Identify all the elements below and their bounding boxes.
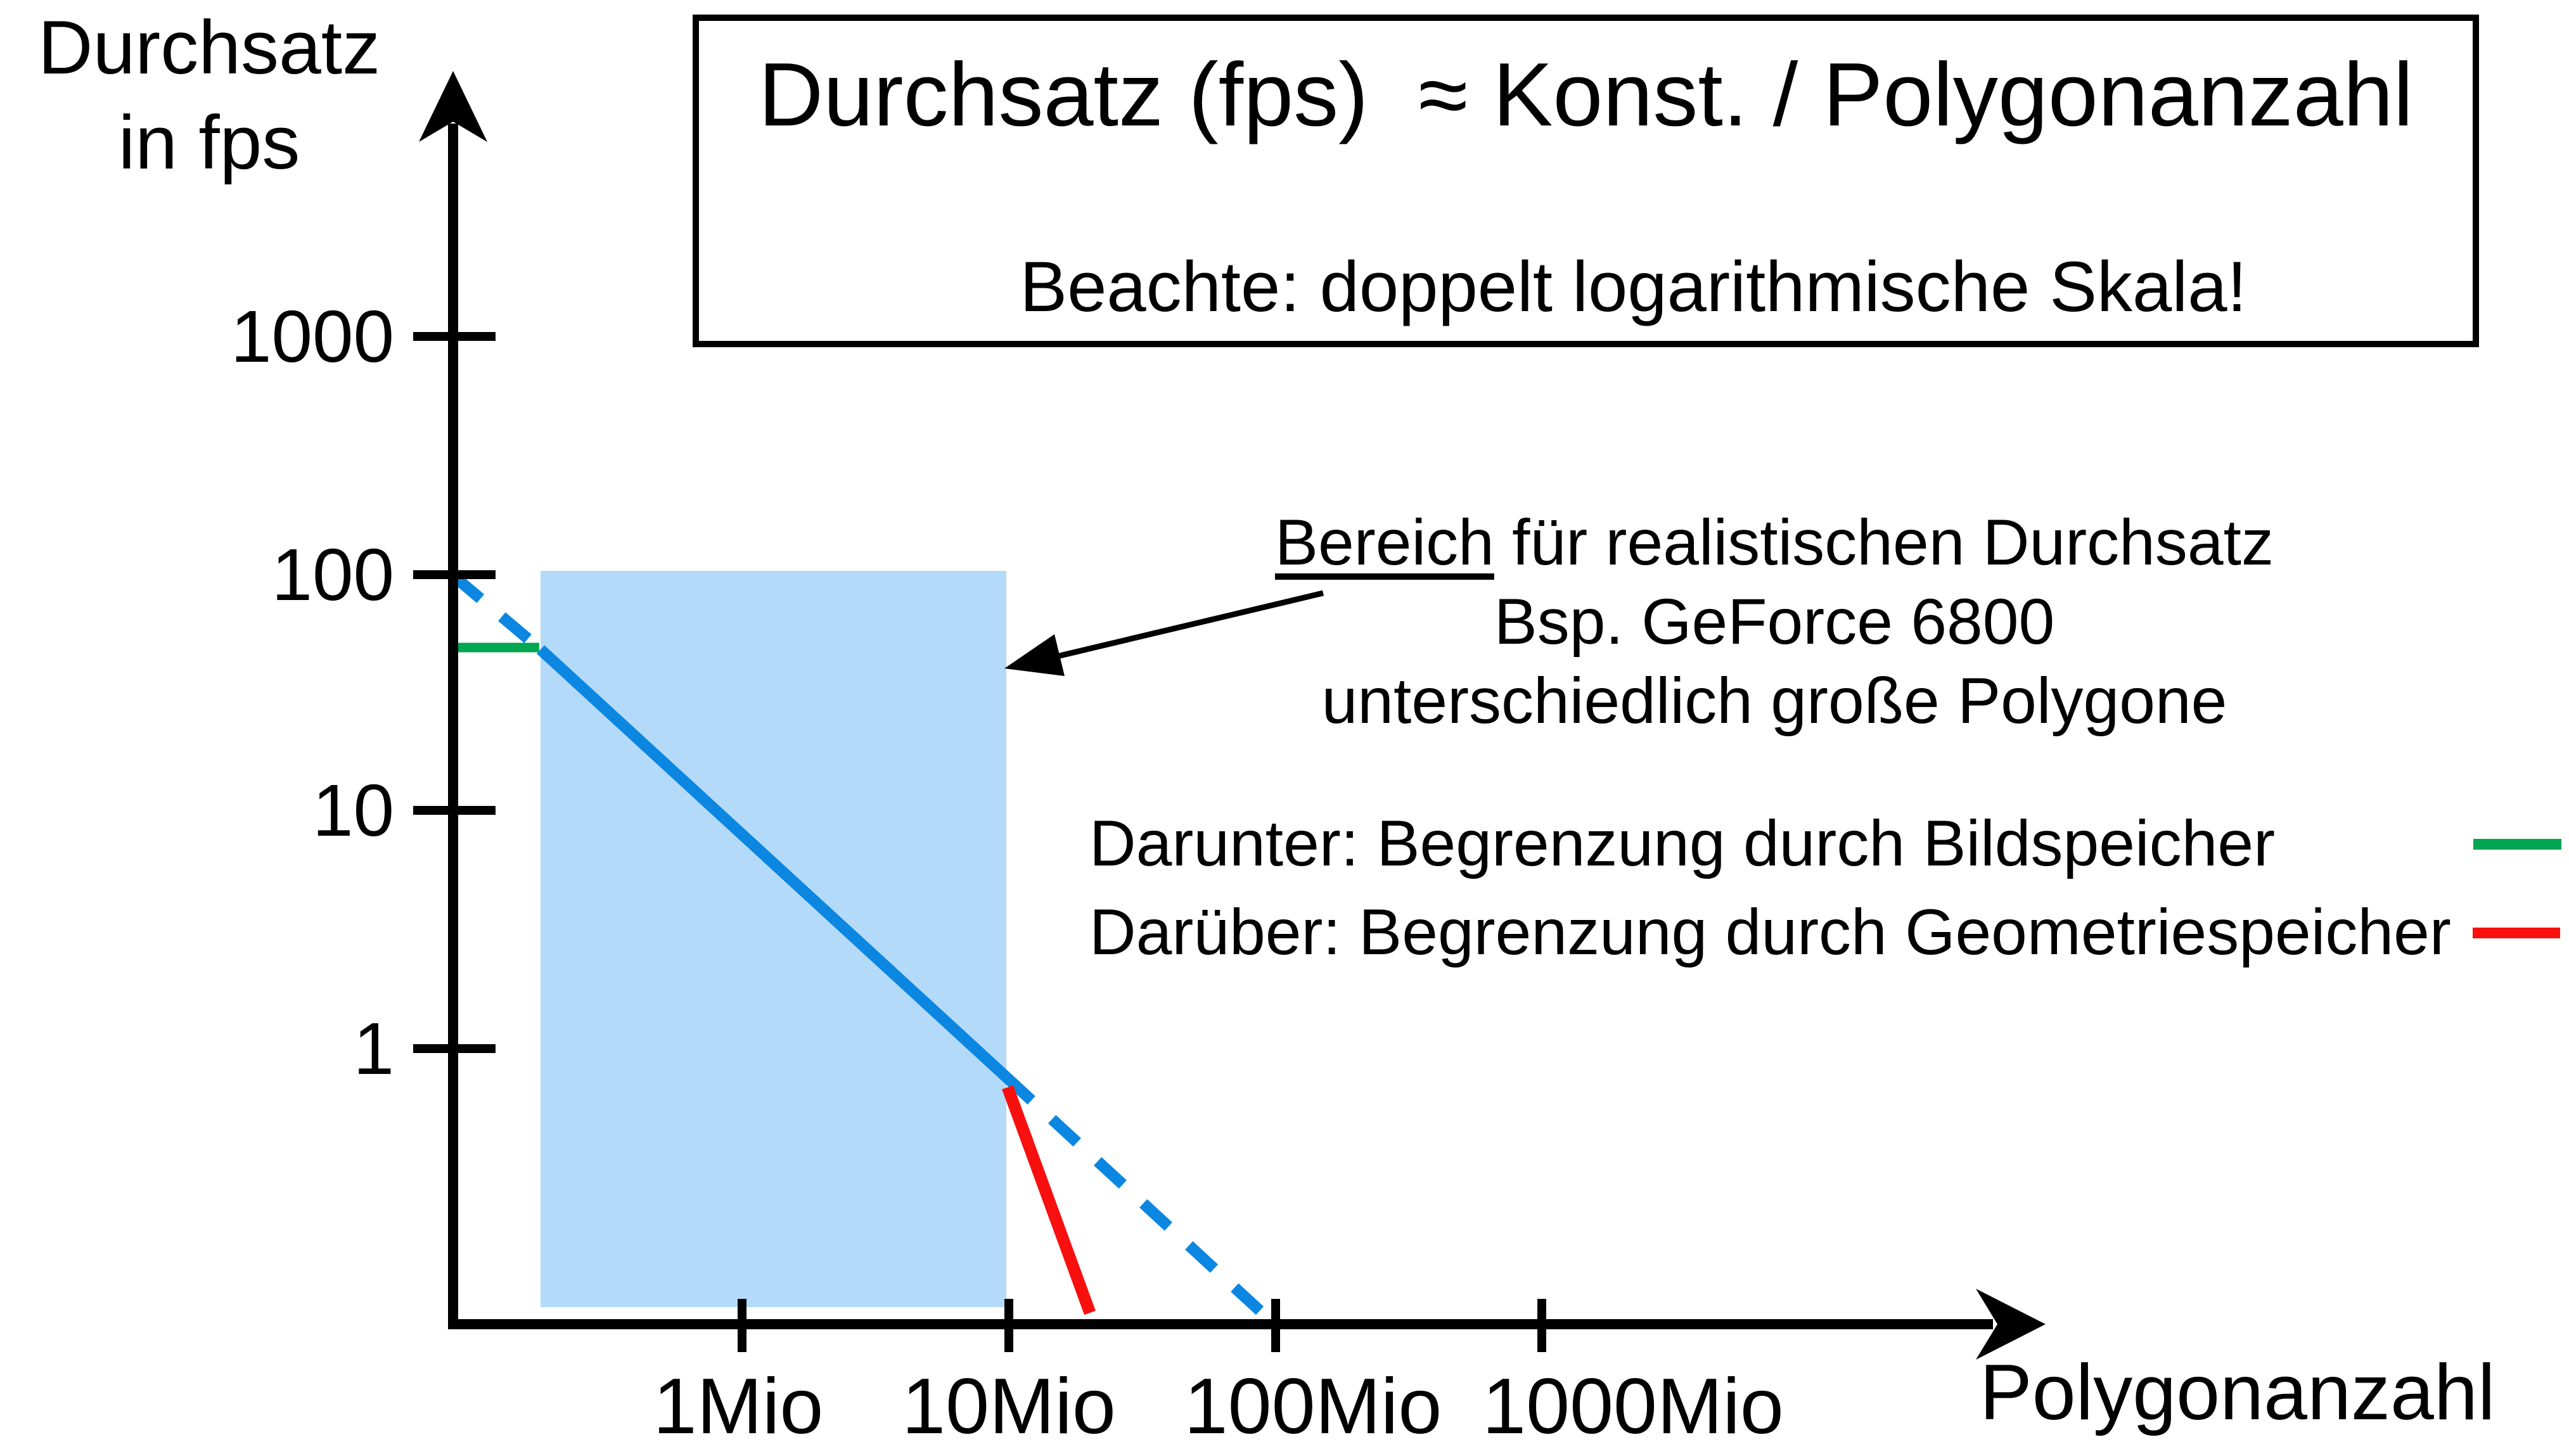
annotation-underlined-word: Bereich	[1275, 506, 1494, 578]
ideal-line-solid	[536, 645, 1011, 1082]
y-axis-title-line2: in fps	[118, 100, 300, 185]
title-formula: Durchsatz (fps) ≈ Konst. / Polygonanzahl	[758, 44, 2414, 145]
x-tick-label-1mio: 1Mio	[653, 1363, 824, 1450]
ideal-line-dashed-left	[451, 572, 544, 654]
annotation-line2: Bsp. GeForce 6800	[1494, 585, 2055, 658]
y-axis-title-line1: Durchsatz	[37, 5, 381, 90]
x-tick-label-10mio: 10Mio	[902, 1363, 1116, 1450]
title-box: Durchsatz (fps) ≈ Konst. / Polygonanzahl…	[693, 15, 2479, 347]
realistic-region-rect	[541, 571, 1006, 1307]
legend-bildspeicher-label: Darunter: Begrenzung durch Bildspeicher	[1089, 807, 2276, 879]
geometriespeicher-limit-line	[1002, 1085, 1096, 1315]
annotation-line1-rest: für realistischen Durchsatz	[1494, 506, 2274, 578]
y-tick-label-100: 100	[271, 533, 394, 616]
y-tick-label-10: 10	[312, 769, 394, 852]
annotation-line3: unterschiedlich große Polygone	[1321, 665, 2227, 737]
annotation-arrow-line	[1056, 590, 1324, 660]
legend-green-line-swatch	[2473, 839, 2561, 850]
annotation-arrowhead-icon	[1004, 634, 1065, 676]
region-annotation: Bereich für realistischen Durchsatz Bsp.…	[1236, 503, 2313, 741]
annotation-line1: Bereich für realistischen Durchsatz	[1236, 503, 2313, 582]
x-axis-arrowhead-icon	[1976, 1289, 2046, 1360]
y-tick-label-1: 1	[353, 1007, 394, 1090]
y-axis-title: Durchsatz in fps	[0, 0, 418, 190]
x-tick-label-100mio: 100Mio	[1184, 1363, 1442, 1450]
y-axis-arrowhead-icon	[419, 71, 487, 142]
title-note: Beachte: doppelt logarithmische Skala!	[1020, 247, 2247, 326]
x-tick-label-1000mio: 1000Mio	[1482, 1363, 1784, 1450]
x-axis-title: Polygonanzahl	[1980, 1349, 2495, 1436]
legend-geometriespeicher-label: Darüber: Begrenzung durch Geometriespeic…	[1089, 896, 2451, 968]
legend-red-line-swatch	[2473, 928, 2560, 938]
y-tick-label-1000: 1000	[230, 295, 394, 378]
